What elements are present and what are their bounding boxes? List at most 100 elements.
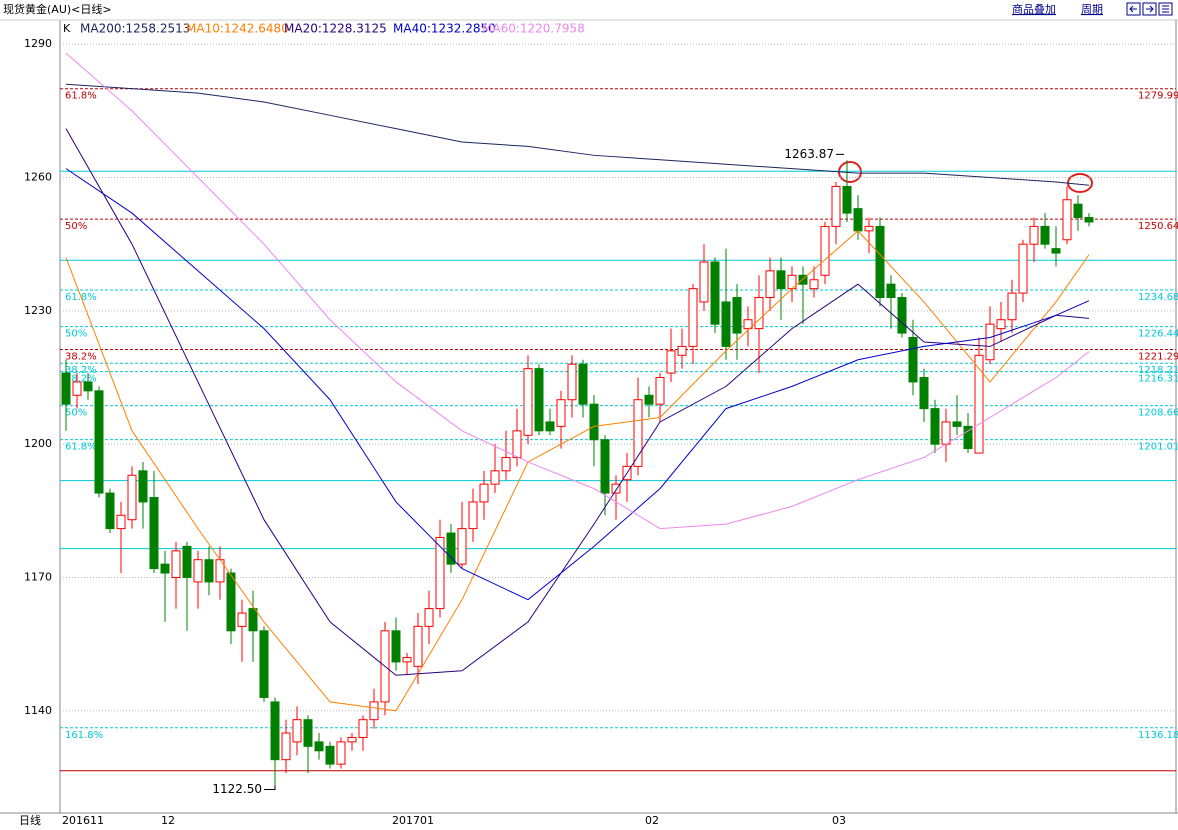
button[interactable] (1126, 2, 1141, 16)
candle-body (94, 390, 104, 494)
level-pct: 38.2% (65, 352, 97, 363)
candle-body (457, 528, 467, 565)
candle-body (1040, 225, 1050, 245)
button[interactable] (1142, 2, 1157, 16)
candle-body (402, 656, 412, 663)
period-label: 日线 (19, 813, 41, 827)
x-tick-label: 201701 (392, 814, 434, 827)
candle-body (303, 719, 313, 747)
candle-body (61, 372, 71, 405)
candle-body (633, 399, 643, 467)
candle-body (270, 701, 280, 761)
ma-line (65, 230, 1090, 712)
candle-body (875, 225, 885, 299)
candle-body (237, 612, 247, 627)
level-value: 1218.21 (1138, 365, 1178, 376)
level-pct: 50% (65, 329, 87, 340)
x-tick-label: 12 (161, 814, 175, 827)
candle-body (149, 496, 159, 570)
legend-label: MA10:1242.6480 (186, 22, 289, 36)
candle-body (963, 425, 973, 450)
candle-body (743, 319, 753, 330)
candle-body (347, 736, 357, 743)
candle-body (490, 470, 500, 485)
candle-body (897, 297, 907, 334)
candle-body (479, 483, 489, 503)
candle-body (72, 381, 82, 396)
candle-body (886, 283, 896, 299)
level-value: 1201.01 (1138, 442, 1178, 453)
candle-body (116, 514, 126, 530)
level-pct: 161.8% (65, 730, 103, 741)
level-value: 1234.68 (1138, 292, 1178, 303)
level-pct: 50% (65, 221, 87, 232)
candle-body (699, 261, 709, 303)
candle-body (292, 719, 302, 743)
legend-label: MA40:1232.2850 (393, 22, 496, 36)
candle-body (325, 745, 335, 765)
candle-body (369, 701, 379, 721)
candle-body (534, 368, 544, 432)
candle-body (501, 456, 511, 472)
y-tick-label: 1260 (24, 171, 52, 184)
candle-body (655, 377, 665, 405)
candle-body (688, 288, 698, 347)
candle-body (314, 741, 324, 752)
level-value: 1250.64 (1138, 221, 1178, 232)
candle-body (127, 474, 137, 521)
x-tick-label: 03 (832, 814, 846, 827)
candle-body (732, 297, 742, 334)
candle-body (259, 630, 269, 698)
candle-body (204, 559, 214, 583)
level-value: 1226.44 (1138, 329, 1178, 340)
level-value: 1208.66 (1138, 408, 1178, 419)
candle-body (556, 399, 566, 427)
candle-body (1051, 248, 1061, 254)
candle-body (523, 368, 533, 436)
annotation: 1263.87 (784, 147, 834, 161)
level-pct: 61.8% (65, 442, 97, 453)
level-value: 1279.99 (1138, 91, 1178, 102)
level-pct: 38.2% (65, 374, 97, 385)
candle-body (1007, 292, 1017, 321)
candle-body (820, 225, 830, 276)
level-value: 1136.18 (1138, 730, 1178, 741)
candle-body (1062, 199, 1072, 241)
candle-body (930, 408, 940, 445)
candle-body (578, 363, 588, 405)
title: 现货黄金(AU)<日线> (3, 2, 112, 16)
ma-line (65, 83, 1090, 186)
candle-body (776, 270, 786, 290)
candle-body (666, 350, 676, 374)
candle-body (754, 297, 764, 330)
candle-body (468, 501, 478, 530)
annotation: 1122.50 (212, 782, 262, 796)
candle-body (193, 559, 203, 583)
candle-body (908, 337, 918, 383)
y-tick-label: 1290 (24, 37, 52, 50)
candle-body (611, 483, 621, 494)
candle-body (105, 492, 115, 530)
legend-label: MA60:1220.7958 (482, 22, 585, 36)
ma-line (65, 168, 1090, 601)
candle-body (600, 439, 610, 494)
link[interactable]: 商品叠加 (1012, 2, 1056, 16)
level-pct: 61.8% (65, 91, 97, 102)
candle-body (413, 625, 423, 667)
candle-body (941, 421, 951, 445)
ma-line (65, 52, 1090, 530)
candle-body (985, 323, 995, 361)
icon (1129, 5, 1169, 13)
candle-body (1018, 243, 1028, 294)
candle-body (391, 630, 401, 663)
y-tick-label: 1170 (24, 570, 52, 583)
button[interactable] (1158, 2, 1173, 16)
candle-body (171, 550, 181, 578)
annotation-arrow (264, 785, 276, 791)
candle-body (1073, 203, 1083, 219)
y-tick-label: 1200 (24, 437, 52, 450)
link[interactable]: 周期 (1081, 3, 1103, 16)
candle-body (842, 185, 852, 214)
